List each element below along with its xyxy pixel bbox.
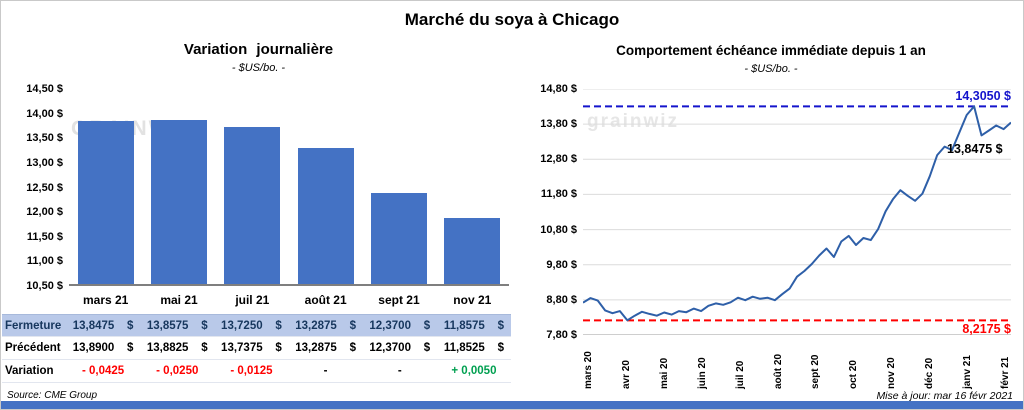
table-cell: 13,8900 $ xyxy=(72,342,134,354)
line-chart-x-tick: nov 20 xyxy=(886,357,898,389)
table-cell: + 0,0050 xyxy=(451,365,497,377)
line-chart-y-tick: 9,80 $ xyxy=(546,258,577,271)
bar-chart-x-tick: sept 21 xyxy=(378,293,420,307)
bar-chart-x-tick: août 21 xyxy=(304,293,347,307)
line-chart-x-tick: déc 20 xyxy=(924,357,936,389)
table-cell: 11,8525 $ xyxy=(443,342,504,354)
table-cell: 13,8475 $ xyxy=(72,319,134,332)
bar-slot xyxy=(216,89,289,284)
update-note: Mise à jour: mar 16 févr 2021 xyxy=(876,390,1013,402)
bar-chart-y-tick: 14,00 $ xyxy=(26,107,63,120)
line-chart-x-tick: juil 20 xyxy=(734,360,746,389)
bar-chart-x-axis: mars 21 mai 21 juil 21 août 21 sept 21 nov 21 xyxy=(69,293,509,307)
bar-chart-plot xyxy=(69,89,509,286)
bar-chart-x-tick: nov 21 xyxy=(453,293,492,307)
line-chart-y-tick: 7,80 $ xyxy=(546,328,577,341)
table-cell: 11,8575 $ xyxy=(443,319,504,332)
source-note: Source: CME Group xyxy=(7,390,98,401)
bar-chart-y-tick: 11,00 $ xyxy=(26,255,63,268)
bar-chart-y-tick: 12,50 $ xyxy=(26,181,63,194)
line-chart-x-tick: févr 21 xyxy=(999,356,1011,389)
max-value-label: 14,3050 $ xyxy=(955,89,1011,103)
line-chart-subtitle: - $US/bo. - xyxy=(744,63,798,75)
bar xyxy=(297,148,354,284)
bar-slot xyxy=(289,89,362,284)
table-cell: - 0,0125 xyxy=(230,365,273,377)
bar-slot xyxy=(69,89,142,284)
line-chart-y-tick: 14,80 $ xyxy=(540,83,577,95)
line-chart-x-axis: mars 20 avr 20 mai 20 juin 20 juil 20 août 20… xyxy=(583,339,1011,389)
bar xyxy=(224,126,281,284)
bar-chart-y-tick: 10,50 $ xyxy=(26,280,63,292)
bar-slot xyxy=(142,89,215,284)
table-cell: 13,8825 $ xyxy=(146,342,208,354)
bar-slot xyxy=(362,89,435,284)
line-chart-y-tick: 12,80 $ xyxy=(540,153,577,166)
bar xyxy=(150,120,207,284)
table-row-label: Fermeture xyxy=(5,319,62,332)
table-cell: 12,3700 $ xyxy=(369,319,431,332)
bar xyxy=(77,120,134,284)
page-title: Marché du soya à Chicago xyxy=(404,10,620,29)
table-cell: 13,7375 $ xyxy=(221,342,282,354)
line-chart-x-tick: oct 20 xyxy=(848,360,860,389)
line-chart-y-tick: 13,80 $ xyxy=(540,118,577,131)
table-row-label: Précédent xyxy=(5,342,61,354)
bar-slot xyxy=(436,89,509,284)
bar-chart-y-axis: 14,50 $ 14,00 $ 13,50 $ 13,00 $ 12,50 $ 12,00… xyxy=(15,82,63,293)
bottom-accent-bar xyxy=(1,401,1023,409)
bar-chart-y-tick: 12,00 $ xyxy=(26,206,63,219)
line-chart-x-tick: janv 21 xyxy=(962,355,974,389)
table-cell: 13,2875 $ xyxy=(295,319,356,332)
line-chart-y-tick: 11,80 $ xyxy=(540,188,577,201)
line-chart-x-tick: mars 20 xyxy=(583,351,594,389)
table-row-label: Variation xyxy=(5,365,54,377)
bar xyxy=(370,192,427,284)
line-chart-y-tick: 10,80 $ xyxy=(540,223,577,236)
table-cell: 13,7250 $ xyxy=(221,319,282,332)
table-row: Variation - 0,0425 - 0,0250 - 0,0125 - - + 0,0… xyxy=(2,360,511,383)
line-chart-y-axis: 14,80 $ 13,80 $ 12,80 $ 11,80 $ 10,80 $ 9,80 … xyxy=(523,82,577,342)
line-chart-svg xyxy=(583,89,1011,335)
bar-chart-y-tick: 14,50 $ xyxy=(26,83,63,95)
table-cell: - xyxy=(397,365,402,377)
bar-chart-y-tick: 13,50 $ xyxy=(26,132,63,145)
table-cell: - 0,0425 xyxy=(81,365,125,377)
last-value-label: 13,8475 $ xyxy=(947,142,1003,156)
min-value-label: 8,2175 $ xyxy=(962,322,1011,336)
bar-chart-x-tick: mars 21 xyxy=(82,293,129,307)
bar xyxy=(444,217,501,284)
price-line xyxy=(583,105,1011,322)
line-chart-x-tick: juin 20 xyxy=(696,357,708,389)
table-cell: 13,8575 $ xyxy=(146,319,208,332)
table-cell: - 0,0250 xyxy=(156,365,199,377)
bar-chart-subtitle: - $US/bo. - xyxy=(231,62,286,74)
table-cell: 12,3700 $ xyxy=(369,342,431,354)
table-row: Fermeture 13,8475 $ 13,8575 $ 13,7250 $ 13,2… xyxy=(2,314,511,337)
line-chart-x-tick: août 20 xyxy=(772,353,784,389)
bar-chart-x-tick: juil 21 xyxy=(235,293,270,307)
bar-chart-x-tick: mai 21 xyxy=(160,293,198,307)
line-chart-plot xyxy=(583,89,1011,335)
bar-chart-y-tick: 11,50 $ xyxy=(26,230,63,243)
bar-chart-y-tick: 13,00 $ xyxy=(26,156,63,169)
bar-chart-title: Variation journalière xyxy=(183,41,334,58)
summary-table: Fermeture 13,8475 $ 13,8575 $ 13,7250 $ 13,2… xyxy=(2,314,511,383)
line-chart-x-tick: mai 20 xyxy=(658,357,670,389)
table-cell: 13,2875 $ xyxy=(295,342,356,354)
table-cell: - xyxy=(323,365,328,377)
line-chart-x-tick: avr 20 xyxy=(620,360,632,389)
line-chart-y-tick: 8,80 $ xyxy=(546,293,577,306)
line-chart-title: Comportement échéance immédiate depuis 1… xyxy=(616,43,926,58)
line-chart-x-tick: sept 20 xyxy=(810,354,822,389)
table-row: Précédent 13,8900 $ 13,8825 $ 13,7375 $ 13,2… xyxy=(2,337,511,360)
